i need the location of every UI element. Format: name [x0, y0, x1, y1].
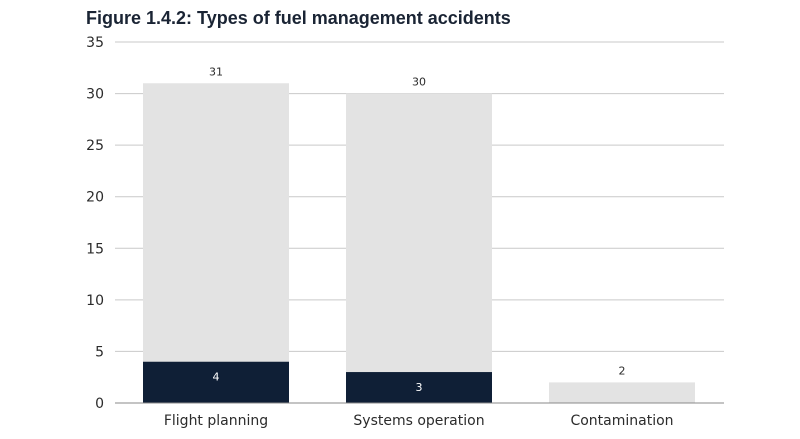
y-tick-label: 10 — [86, 293, 104, 309]
y-tick-label: 20 — [86, 190, 104, 206]
y-tick-label: 0 — [95, 396, 104, 412]
data-label: 3 — [416, 381, 423, 394]
bar — [549, 382, 695, 403]
y-tick-label: 15 — [86, 241, 104, 257]
x-tick-label: Flight planning — [164, 413, 268, 429]
data-label: 4 — [213, 371, 220, 384]
chart-title: Figure 1.4.2: Types of fuel management a… — [86, 8, 511, 28]
data-label: 2 — [619, 364, 626, 377]
x-tick-label: Contamination — [570, 413, 673, 429]
y-tick-label: 30 — [86, 87, 104, 103]
data-label: 30 — [412, 76, 426, 89]
y-tick-label: 25 — [86, 138, 104, 154]
bar — [143, 361, 289, 403]
y-tick-label: 5 — [95, 344, 104, 360]
bar — [143, 83, 289, 403]
data-label: 31 — [209, 65, 223, 78]
y-tick-label: 35 — [86, 35, 104, 51]
bar — [346, 93, 492, 404]
x-tick-label: Systems operation — [353, 413, 484, 429]
bar — [346, 372, 492, 403]
